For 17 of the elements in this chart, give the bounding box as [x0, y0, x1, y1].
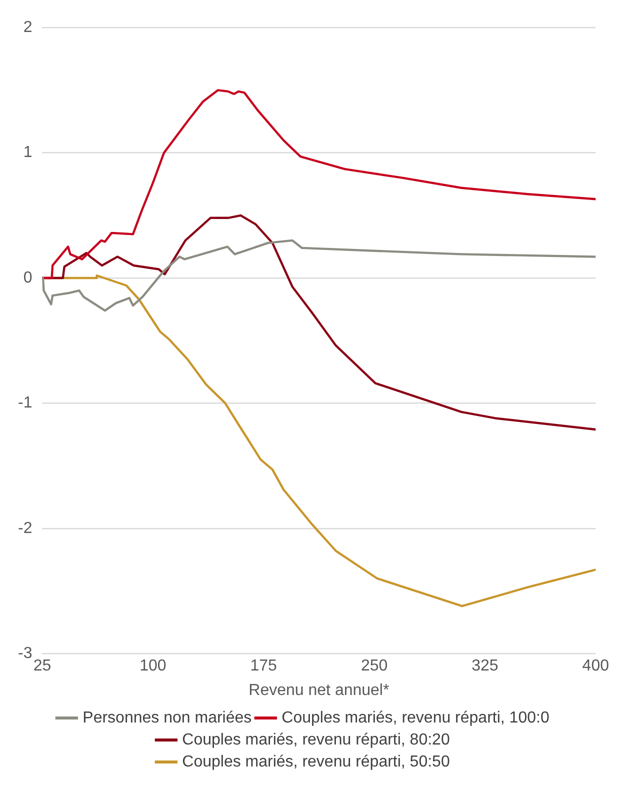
x-tick-label: 100	[140, 658, 166, 675]
y-tick-label: 1	[23, 144, 32, 162]
legend-label: Couples mariés, revenu réparti, 100:0	[282, 709, 550, 726]
y-tick-label: 2	[23, 19, 32, 36]
x-tick-label: 250	[360, 658, 388, 675]
x-tick-label: 25	[33, 658, 52, 675]
legend-label: Personnes non mariées	[82, 709, 252, 726]
y-tick-label: -2	[18, 520, 32, 537]
x-tick-label: 175	[250, 658, 278, 675]
y-tick-label: -1	[18, 394, 32, 412]
x-tick-label: 400	[582, 658, 610, 675]
y-tick-label: -3	[18, 645, 32, 662]
legend-label: Couples mariés, revenu réparti, 80:20	[182, 731, 450, 748]
x-tick-label: 325	[472, 658, 498, 675]
legend-label: Couples mariés, revenu réparti, 50:50	[182, 753, 450, 770]
x-axis-title: Revenu net annuel*	[248, 682, 390, 699]
y-tick-label: 0	[23, 269, 32, 286]
